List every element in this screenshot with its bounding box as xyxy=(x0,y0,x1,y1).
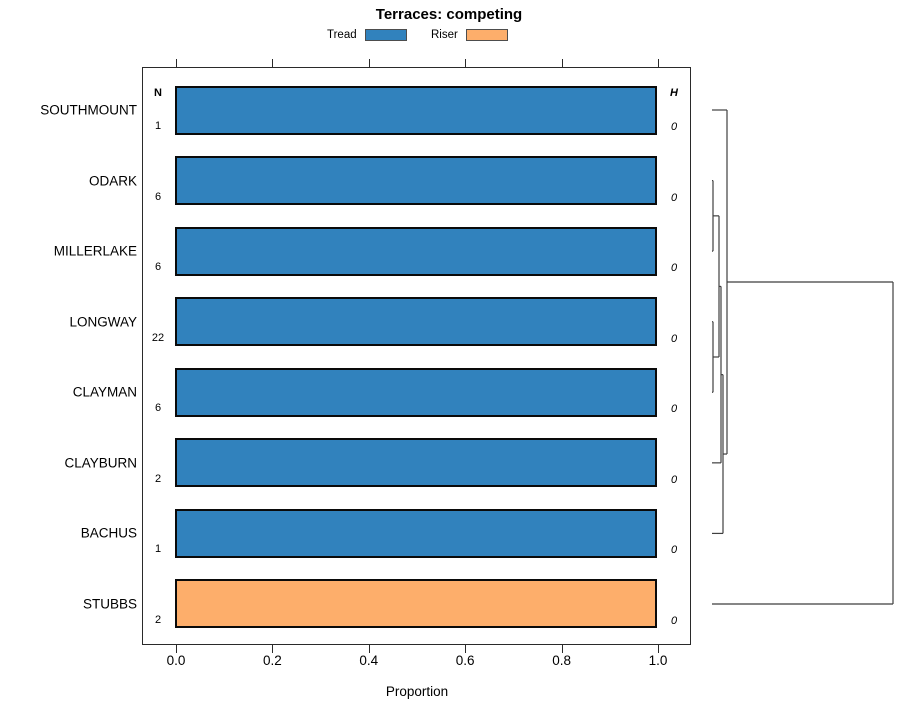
x-tick-label: 0.0 xyxy=(166,653,186,668)
column-header-n: N xyxy=(154,87,162,99)
h-value: 0 xyxy=(670,544,678,557)
h-value: 0 xyxy=(670,121,678,133)
category-label: CLAYMAN xyxy=(72,384,137,400)
tick-bottom xyxy=(465,645,467,653)
column-header-h: H xyxy=(670,87,678,99)
tick-top xyxy=(658,59,659,67)
n-value: 22 xyxy=(151,331,165,344)
proportion-bar xyxy=(175,508,657,558)
x-axis-title: Proportion xyxy=(385,684,449,699)
n-value: 6 xyxy=(154,402,162,415)
tick-bottom xyxy=(658,645,659,653)
proportion-bar xyxy=(175,438,657,488)
tick-top xyxy=(272,59,274,67)
proportion-bar xyxy=(175,226,657,276)
proportion-bar xyxy=(175,367,657,417)
legend-item-riser: Riser xyxy=(431,27,508,42)
x-tick-label: 0.8 xyxy=(552,653,571,668)
category-label: SOUTHMOUNT xyxy=(40,102,137,118)
tick-bottom xyxy=(176,645,177,653)
legend-label-riser: Riser xyxy=(431,28,458,41)
n-value: 6 xyxy=(154,261,162,274)
chart-title: Terraces: competing xyxy=(375,6,523,23)
proportion-bar xyxy=(175,156,657,206)
h-value: 0 xyxy=(670,473,678,486)
h-value: 0 xyxy=(670,332,678,345)
n-value: 2 xyxy=(154,472,162,485)
n-value: 1 xyxy=(154,543,162,556)
x-tick-label: 0.2 xyxy=(263,653,282,668)
tick-bottom xyxy=(561,645,563,653)
legend-swatch-riser xyxy=(465,28,508,41)
category-label: BACHUS xyxy=(80,525,137,541)
tick-top xyxy=(465,59,467,67)
legend-item-tread: Tread xyxy=(327,27,407,42)
x-tick-label: 0.6 xyxy=(455,653,475,668)
h-value: 0 xyxy=(670,262,678,275)
category-label: STUBBS xyxy=(82,596,137,612)
n-value: 2 xyxy=(154,613,162,626)
h-value: 0 xyxy=(670,614,678,627)
legend-label-tread: Tread xyxy=(327,28,357,41)
n-value: 1 xyxy=(154,120,162,132)
proportion-bar xyxy=(175,579,657,629)
tick-bottom xyxy=(272,645,274,653)
tick-top xyxy=(561,59,563,67)
x-tick-label: 1.0 xyxy=(648,653,668,668)
category-label: ODARK xyxy=(88,173,137,189)
tick-top xyxy=(176,59,177,67)
category-label: CLAYBURN xyxy=(64,455,137,471)
proportion-bar xyxy=(175,85,657,135)
category-label: LONGWAY xyxy=(69,314,137,330)
proportion-bar xyxy=(175,297,657,347)
legend-swatch-tread xyxy=(364,28,407,41)
x-tick-label: 0.4 xyxy=(359,653,379,668)
n-value: 6 xyxy=(154,190,162,203)
h-value: 0 xyxy=(670,191,678,204)
tick-top xyxy=(368,59,370,67)
plot-frame xyxy=(142,67,691,645)
tick-bottom xyxy=(368,645,370,653)
h-value: 0 xyxy=(670,403,678,416)
category-label: MILLERLAKE xyxy=(53,243,137,259)
